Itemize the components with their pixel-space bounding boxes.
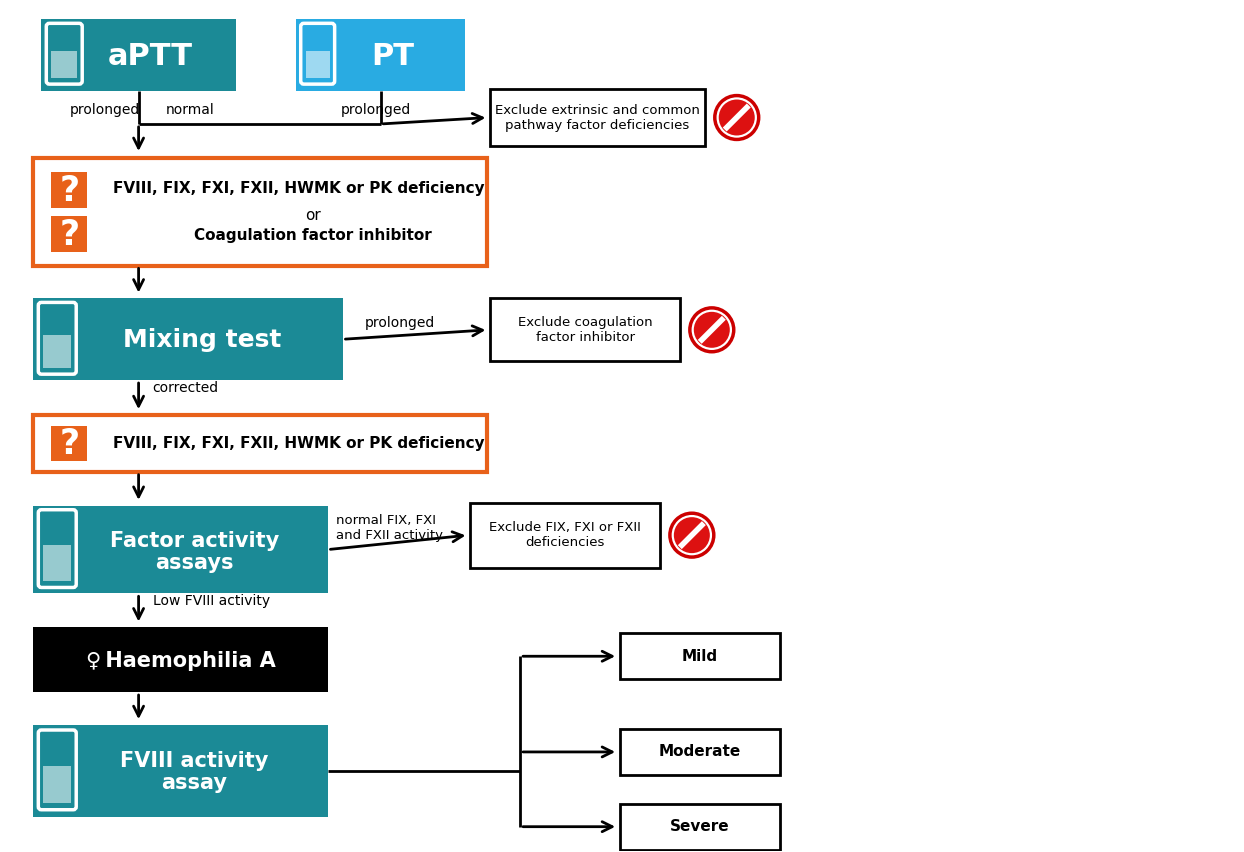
- Circle shape: [715, 95, 759, 140]
- Bar: [490, 298, 680, 361]
- Bar: [620, 729, 780, 774]
- Text: Exclude FIX, FXI or FXII
deficiencies: Exclude FIX, FXI or FXII deficiencies: [489, 521, 641, 550]
- Text: ?: ?: [60, 217, 80, 251]
- Circle shape: [690, 308, 734, 352]
- Text: Low FVIII activity: Low FVIII activity: [153, 595, 270, 608]
- Bar: [51, 425, 87, 462]
- Bar: [620, 633, 780, 679]
- Text: normal FIX, FXI
and FXII activity: normal FIX, FXI and FXII activity: [336, 514, 443, 542]
- Text: Mixing test: Mixing test: [123, 328, 281, 352]
- Bar: [34, 506, 327, 594]
- Text: assays: assays: [156, 553, 234, 573]
- Circle shape: [674, 517, 710, 553]
- Text: corrected: corrected: [153, 381, 219, 395]
- Text: Mild: Mild: [682, 648, 718, 664]
- Bar: [34, 298, 342, 380]
- Text: ?: ?: [60, 428, 80, 462]
- Text: assay: assay: [162, 773, 228, 793]
- Text: FVIII activity: FVIII activity: [121, 751, 269, 771]
- Bar: [296, 20, 465, 91]
- Circle shape: [719, 100, 755, 135]
- Bar: [41, 20, 236, 91]
- Text: Severe: Severe: [671, 819, 730, 834]
- Text: prolonged: prolonged: [70, 103, 139, 117]
- Text: Factor activity: Factor activity: [109, 531, 279, 550]
- Bar: [51, 172, 87, 208]
- Circle shape: [669, 513, 714, 557]
- Circle shape: [694, 312, 730, 348]
- Text: prolonged: prolonged: [341, 103, 411, 117]
- Bar: [51, 216, 87, 251]
- Text: ?: ?: [60, 174, 80, 208]
- Bar: [34, 415, 488, 472]
- Bar: [470, 503, 659, 567]
- Text: prolonged: prolonged: [364, 316, 435, 331]
- Text: Moderate: Moderate: [659, 745, 741, 759]
- Text: or: or: [305, 208, 321, 223]
- Text: FVIII, FIX, FXI, FXII, HWMK or PK deficiency: FVIII, FIX, FXI, FXII, HWMK or PK defici…: [113, 436, 485, 451]
- Text: PT: PT: [371, 42, 414, 71]
- Bar: [34, 627, 327, 692]
- Bar: [306, 51, 330, 78]
- Text: Exclude extrinsic and common
pathway factor deficiencies: Exclude extrinsic and common pathway fac…: [495, 103, 700, 131]
- Bar: [490, 89, 705, 146]
- Bar: [44, 545, 71, 581]
- Text: normal: normal: [167, 103, 215, 117]
- Text: Coagulation factor inhibitor: Coagulation factor inhibitor: [194, 228, 432, 243]
- Text: Exclude coagulation
factor inhibitor: Exclude coagulation factor inhibitor: [518, 316, 652, 344]
- Bar: [44, 335, 71, 368]
- Bar: [34, 158, 488, 266]
- Bar: [620, 803, 780, 849]
- Text: ♀ Haemophilia A: ♀ Haemophilia A: [86, 651, 275, 671]
- Text: FVIII, FIX, FXI, FXII, HWMK or PK deficiency: FVIII, FIX, FXI, FXII, HWMK or PK defici…: [113, 181, 485, 196]
- Bar: [44, 766, 71, 803]
- Bar: [51, 51, 77, 78]
- Bar: [34, 725, 327, 817]
- Text: aPTT: aPTT: [108, 42, 193, 71]
